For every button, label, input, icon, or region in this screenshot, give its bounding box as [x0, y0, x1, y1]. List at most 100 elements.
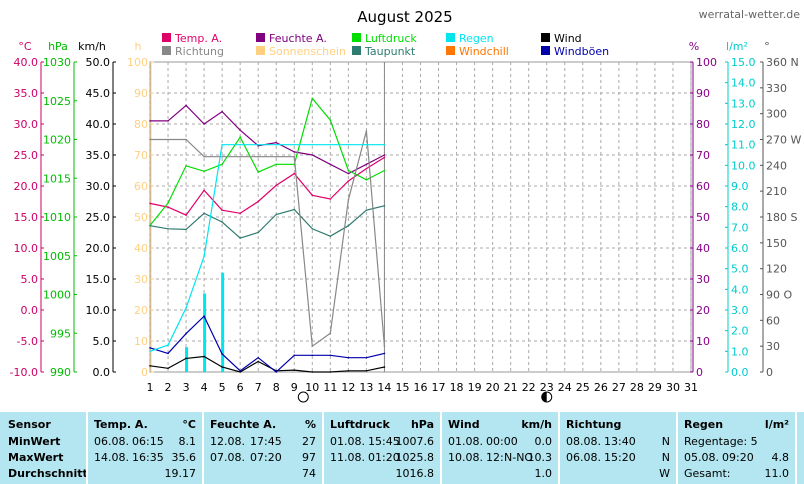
series-point	[275, 371, 278, 373]
series-line	[149, 355, 385, 373]
axis-header-wind: km/h	[78, 40, 106, 53]
axis-tick-label-humidity: 90	[696, 87, 710, 100]
pressure-min-value: 1007.6	[395, 435, 435, 448]
direction-min-value: N	[661, 435, 670, 448]
series-point	[203, 255, 205, 258]
series-point	[167, 227, 169, 230]
rain-header: Regen	[684, 418, 724, 431]
x-tick-label: 4	[201, 381, 208, 394]
series-point	[239, 371, 241, 373]
humidity-min-time: 17:45	[250, 435, 282, 448]
series-point	[239, 369, 241, 372]
axis-tick-label-sun: 10	[134, 335, 148, 348]
series-point	[365, 209, 368, 211]
col-wind: Wind km/h 01.08. 00:00 0.0 10.08. 12: N-NO 10…	[442, 412, 558, 484]
col-humidity: Feuchte A. % 12.08. 17:45 27 07.08. 07:20 97…	[204, 412, 322, 484]
row-label-avg: Durchschnitt	[8, 467, 88, 480]
col-direction: Richtung 08.08. 13:40 N 06.08. 15:20 N W	[560, 412, 676, 484]
axis-tick-label-direction: 0	[766, 366, 773, 379]
col-pressure: Luftdruck hPa 01.08. 15:45 1007.6 11.08. 01…	[324, 412, 440, 484]
axis-tick-label-wind: 15.0	[86, 273, 111, 286]
statistics-table: Sensor MinWert MaxWert Durchschnitt Temp…	[0, 412, 804, 484]
y-axes: 40.0 35.0 30.0 25.0 20.0 15.0 10.0 5.0 0.0 -5.0 -1…	[10, 56, 802, 379]
axis-tick-label-direction: 360 N	[766, 56, 799, 69]
series-point	[329, 332, 332, 335]
legend-swatch	[256, 33, 265, 42]
series-point	[221, 155, 223, 158]
x-tick-label: 14	[377, 381, 391, 394]
axis-header-rain: l/m²	[726, 40, 748, 53]
series-point	[365, 369, 368, 372]
wind-min-value: 0.0	[534, 435, 553, 448]
col-temp: Temp. A. °C 06.08. 06:15 8.1 14.08. 16:35 35…	[88, 412, 202, 484]
rain-total-label: Gesamt:	[684, 467, 731, 480]
series-point	[203, 212, 205, 215]
axis-tick-label-direction: 270 W	[766, 134, 801, 147]
axis-tick-label-temp: -5.0	[17, 335, 38, 348]
x-tick-label: 8	[273, 381, 280, 394]
series-point	[329, 354, 332, 357]
series-point	[239, 212, 241, 215]
axis-tick-label-wind: 0.0	[93, 366, 111, 379]
series-point	[329, 235, 332, 238]
series-point	[383, 143, 386, 146]
axis-header-temp: °C	[18, 40, 32, 53]
series-point	[293, 172, 296, 175]
pressure-min-time: 15:45	[368, 435, 400, 448]
series-point	[383, 345, 386, 347]
series-point	[257, 356, 260, 359]
series-point	[221, 163, 223, 166]
watermark: werratal-wetter.de	[699, 8, 801, 21]
series-point	[311, 143, 314, 146]
series-point	[293, 151, 296, 153]
sensor-header: Sensor	[8, 418, 51, 431]
axis-tick-label-direction: 210	[766, 185, 787, 198]
pressure-unit: hPa	[410, 418, 434, 431]
axis-tick-label-rain: 0.0	[731, 366, 749, 379]
chart-title: August 2025	[357, 8, 452, 26]
legend-label: Taupunkt	[364, 45, 416, 58]
axis-tick-label-pressure: 1010	[43, 211, 71, 224]
x-tick-label: 22	[522, 381, 536, 394]
series-point	[239, 129, 241, 131]
x-tick-label: 3	[183, 381, 190, 394]
legend: Temp. A. Feuchte A. Luftdruck Regen Wind Rich…	[162, 32, 609, 58]
axis-tick-label-direction: 150	[766, 237, 787, 250]
rain-bar	[203, 293, 207, 372]
axis-tick-label-direction: 90 O	[766, 289, 792, 302]
series-line	[149, 144, 385, 352]
series-point	[221, 110, 223, 113]
direction-avg-value: W	[659, 467, 670, 480]
axis-tick-label-direction: 120	[766, 263, 787, 276]
temp-max-time: 16:35	[132, 451, 164, 464]
series-point	[347, 356, 350, 359]
x-tick-label: 25	[576, 381, 590, 394]
rain-max-value: 4.8	[771, 451, 790, 464]
series-point	[329, 163, 332, 166]
rain-bars	[185, 272, 225, 372]
moon-phase-full	[297, 391, 309, 403]
x-tick-label: 17	[432, 381, 446, 394]
series-point	[347, 369, 350, 372]
humidity-avg-value: 74	[302, 467, 316, 480]
series-point	[293, 369, 296, 371]
axis-tick-label-humidity: 50	[696, 211, 710, 224]
wind-min-date: 01.08.	[448, 435, 483, 448]
series-point	[203, 189, 205, 192]
axis-tick-label-sun: 20	[134, 304, 148, 317]
series-point	[257, 171, 260, 173]
axis-tick-label-rain: 13.0	[731, 97, 756, 110]
direction-min-date: 08.08.	[566, 435, 601, 448]
series-point	[329, 371, 332, 373]
series-point	[257, 155, 260, 158]
axis-tick-label-sun: 100	[127, 56, 148, 69]
axis-tick-label-rain: 15.0	[731, 56, 756, 69]
axis-tick-label-temp: 15.0	[14, 211, 39, 224]
legend-swatch	[162, 46, 171, 55]
x-tick-label: 28	[630, 381, 644, 394]
series-point	[347, 224, 350, 227]
series-point	[239, 237, 241, 239]
x-tick-label: 30	[666, 381, 680, 394]
rain-bar	[221, 272, 225, 372]
wind-avg-value: 1.0	[534, 467, 553, 480]
